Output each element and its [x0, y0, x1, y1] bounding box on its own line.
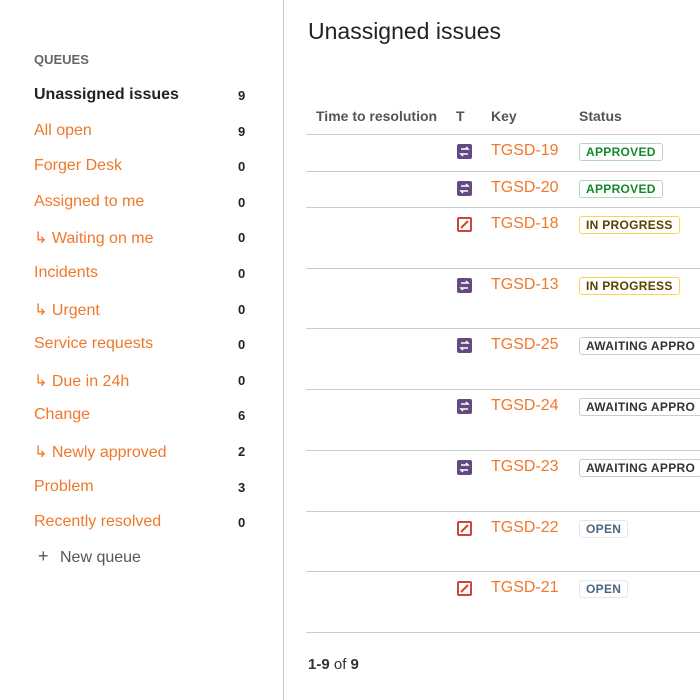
status-badge: AWAITING APPRO [579, 398, 700, 417]
queue-count: 0 [238, 372, 246, 388]
queue-link[interactable]: ↳ Waiting on me [34, 230, 154, 248]
queue-link[interactable]: All open [34, 121, 92, 139]
issue-key[interactable]: TGSD-23 [491, 457, 559, 475]
row-line [306, 134, 700, 135]
queue-link[interactable]: ↳ Newly approved [34, 444, 167, 461]
issue-key[interactable]: TGSD-22 [491, 518, 559, 536]
row-line [306, 449, 700, 451]
queue-link[interactable]: Forger Desk [34, 157, 123, 175]
pagination: 1-9 of 9 [308, 656, 359, 673]
page-of: of [333, 656, 347, 673]
row-line [306, 267, 700, 269]
queue-link[interactable]: ↳ Due in 24h [34, 372, 130, 390]
issue-key[interactable]: TGSD-20 [491, 178, 559, 196]
row-line [306, 389, 700, 391]
problem-type-icon [457, 581, 472, 597]
issue-key[interactable]: TGSD-18 [491, 215, 559, 232]
issue-key[interactable]: TGSD-21 [491, 579, 559, 597]
queue-count: 6 [238, 408, 246, 424]
status-badge: AWAITING APPRO [579, 337, 700, 356]
issue-key[interactable]: TGSD-25 [491, 336, 559, 354]
plus-icon[interactable]: + [38, 546, 49, 566]
queue-link[interactable]: Service requests [34, 335, 154, 353]
queue-count: 3 [238, 479, 246, 495]
queue-count: 0 [238, 515, 246, 531]
queue-link[interactable]: ↳ Urgent [34, 301, 100, 319]
page-range: 1-9 [308, 656, 330, 673]
status-badge: AWAITING APPRO [579, 458, 700, 477]
issue-key[interactable]: TGSD-13 [491, 275, 559, 293]
change-type-icon [457, 338, 472, 354]
issue-key[interactable]: TGSD-19 [491, 142, 559, 159]
change-type-icon [457, 459, 472, 475]
row-line [306, 571, 700, 573]
issue-key[interactable]: TGSD-24 [491, 397, 559, 415]
row-line [306, 328, 700, 330]
status-badge: APPROVED [579, 143, 663, 161]
queue-count: 0 [238, 159, 246, 175]
status-badge: OPEN [579, 519, 629, 538]
change-type-icon [457, 180, 472, 196]
sidebar: QUEUES + New queue Unassigned issues 9 All… [0, 0, 284, 700]
queue-count: 0 [238, 194, 246, 210]
row-line [306, 207, 700, 208]
queue-count: 0 [238, 337, 246, 353]
queue-link[interactable]: Unassigned issues [34, 86, 179, 103]
change-type-icon [457, 399, 472, 415]
row-line [306, 631, 700, 633]
status-badge: IN PROGRESS [579, 276, 680, 295]
queue-count: 0 [238, 301, 246, 317]
page-title: Unassigned issues [308, 18, 502, 44]
queue-count: 9 [238, 123, 246, 139]
change-type-icon [457, 144, 472, 159]
queues-heading: QUEUES [34, 52, 89, 67]
queue-count: 0 [238, 230, 246, 246]
queue-link[interactable]: Incidents [34, 264, 99, 281]
column-header: Status [579, 108, 622, 124]
change-type-icon [457, 277, 472, 293]
page-total: 9 [350, 656, 359, 673]
problem-type-icon [457, 217, 472, 232]
queue-link[interactable]: Assigned to me [34, 192, 145, 210]
queue-count: 2 [238, 444, 246, 459]
row-line [306, 170, 700, 172]
column-header: T [456, 108, 465, 124]
queue-link[interactable]: Recently resolved [34, 513, 162, 531]
status-badge: OPEN [579, 580, 629, 599]
new-queue[interactable]: New queue [60, 549, 141, 566]
status-badge: IN PROGRESS [579, 216, 680, 234]
column-header: Key [491, 108, 517, 124]
queue-link[interactable]: Change [34, 406, 91, 424]
row-line [306, 510, 700, 512]
column-header: Time to resolution [316, 108, 438, 124]
queue-link[interactable]: Problem [34, 477, 94, 495]
queue-count: 0 [238, 266, 246, 281]
problem-type-icon [457, 520, 472, 536]
status-badge: APPROVED [579, 179, 663, 198]
queue-count: 9 [238, 88, 246, 103]
